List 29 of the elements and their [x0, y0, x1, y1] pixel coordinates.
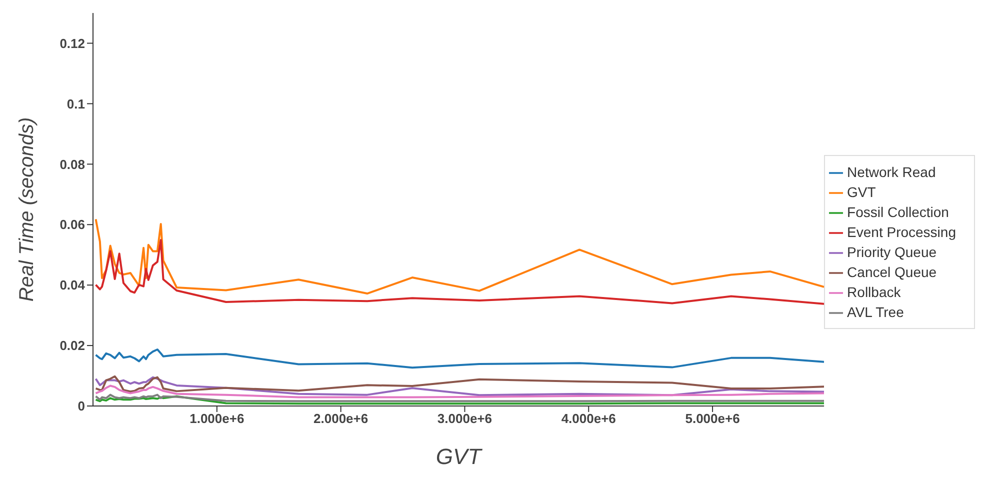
legend-label: Priority Queue: [847, 244, 937, 260]
line-series: [94, 375, 824, 392]
y-axis-title: Real Time (seconds): [16, 117, 38, 302]
y-tick-label: 0.1: [66, 96, 85, 112]
legend-label: AVL Tree: [847, 304, 904, 320]
legend-label: Event Processing: [847, 224, 956, 240]
x-axis-title: GVT: [436, 444, 483, 469]
legend-label: Fossil Collection: [847, 204, 949, 220]
legend-label: Rollback: [847, 284, 901, 300]
legend-label: Cancel Queue: [847, 264, 937, 280]
y-tick-label: 0.12: [60, 36, 85, 51]
x-tick-label: 1.000e+6: [190, 411, 244, 426]
y-tick-label: 0.02: [60, 338, 85, 354]
line-series: [94, 384, 824, 398]
legend-label: GVT: [847, 184, 876, 200]
legend-label: Network Read: [847, 164, 936, 180]
x-tick-label: 4.000e+6: [561, 411, 616, 426]
y-tick-label: 0.04: [60, 278, 86, 293]
x-tick-label: 5.000e+6: [685, 411, 740, 426]
line-series: [94, 394, 824, 402]
line-series: [94, 376, 824, 396]
x-tick-label: 2.000e+6: [314, 411, 368, 426]
line-series: [94, 348, 824, 369]
y-tick-label: 0.08: [60, 156, 85, 172]
line-series: [94, 239, 824, 305]
y-tick-label: 0.06: [60, 217, 85, 232]
y-tick-label: 0: [78, 398, 85, 414]
x-tick-label: 3.000e+6: [437, 411, 492, 426]
line-series: [94, 218, 824, 295]
